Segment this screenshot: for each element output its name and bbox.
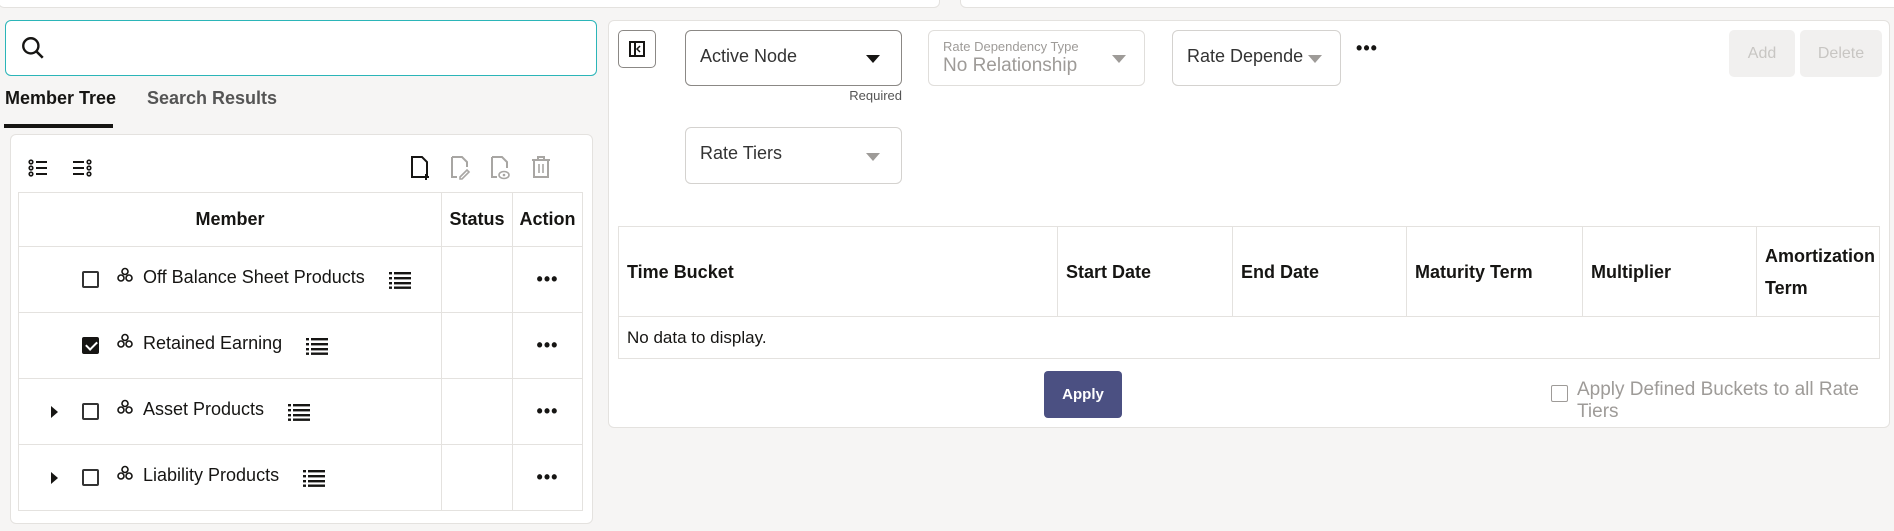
- tab-underline: [4, 124, 113, 128]
- chevron-down-icon: [1308, 55, 1322, 63]
- tree-row[interactable]: Off Balance Sheet Products •••: [18, 246, 583, 313]
- delete-icon: [532, 156, 550, 178]
- column-multiplier: Multiplier: [1582, 226, 1757, 317]
- rate-tiers-label: Rate Tiers: [700, 143, 783, 163]
- member-details-icon[interactable]: [288, 403, 310, 426]
- rate-dependency-type-value: No Relationship: [943, 55, 1078, 76]
- edit-document-icon: [451, 156, 471, 180]
- row-checkbox[interactable]: [82, 271, 99, 288]
- status-cell: [441, 246, 513, 313]
- active-node-label: Active Node: [700, 46, 798, 66]
- member-label: Retained Earning: [143, 333, 283, 353]
- member-cell: Retained Earning: [18, 312, 442, 379]
- chevron-down-icon: [866, 55, 880, 63]
- delete-button[interactable]: Delete: [1800, 30, 1882, 77]
- collapse-panel-button[interactable]: [618, 30, 656, 68]
- tab-search-results[interactable]: Search Results: [147, 88, 278, 108]
- expand-arrow-icon[interactable]: [51, 406, 58, 418]
- member-details-icon[interactable]: [389, 271, 411, 294]
- member-tree-table: Member Status Action Off Balance Sheet P…: [18, 192, 583, 511]
- view-document-icon: [491, 156, 510, 180]
- chevron-down-icon: [1112, 55, 1126, 63]
- column-member: Member: [18, 192, 442, 247]
- status-cell: [441, 312, 513, 379]
- rate-dependency-select[interactable]: Rate Depende: [1172, 30, 1341, 86]
- rate-panel: [608, 20, 1890, 428]
- tree-row[interactable]: Asset Products •••: [18, 378, 583, 445]
- search-input[interactable]: [5, 20, 597, 76]
- member-label: Liability Products: [143, 465, 280, 485]
- member-node-icon: [117, 333, 133, 354]
- rate-dependency-type-label: Rate Dependency Type: [943, 39, 1079, 54]
- row-actions-button[interactable]: •••: [512, 444, 583, 511]
- member-node-icon: [117, 465, 133, 486]
- member-cell: Liability Products: [18, 444, 442, 511]
- status-cell: [441, 378, 513, 445]
- rate-dependency-type-select: Rate Dependency Type No Relationship: [928, 30, 1145, 86]
- rate-dependency-label: Rate Depende: [1187, 46, 1304, 66]
- column-start-date: Start Date: [1057, 226, 1233, 317]
- column-maturity-term: Maturity Term: [1406, 226, 1583, 317]
- top-left-card: [0, 0, 940, 8]
- chevron-down-icon: [866, 153, 880, 161]
- row-actions-button[interactable]: •••: [512, 246, 583, 313]
- member-cell: Off Balance Sheet Products: [18, 246, 442, 313]
- add-document-icon[interactable]: [410, 155, 432, 181]
- member-label: Off Balance Sheet Products: [143, 267, 365, 287]
- member-details-icon[interactable]: [306, 337, 328, 360]
- column-end-date: End Date: [1232, 226, 1407, 317]
- status-cell: [441, 444, 513, 511]
- add-button[interactable]: Add: [1729, 30, 1795, 77]
- apply-all-label: Apply Defined Buckets to all Rate Tiers: [1577, 379, 1859, 422]
- time-bucket-table: Time Bucket Start Date End Date Maturity…: [618, 226, 1880, 359]
- apply-button[interactable]: Apply: [1044, 371, 1122, 418]
- more-options-button[interactable]: •••: [1356, 38, 1378, 58]
- row-checkbox[interactable]: [82, 403, 99, 420]
- column-time-bucket: Time Bucket: [618, 226, 1058, 317]
- active-node-helper: Required: [849, 88, 902, 103]
- search-icon: [22, 37, 44, 59]
- apply-all-checkbox[interactable]: [1551, 385, 1568, 403]
- member-cell: Asset Products: [18, 378, 442, 445]
- expand-arrow-icon[interactable]: [51, 472, 58, 484]
- rate-tiers-select[interactable]: Rate Tiers: [685, 127, 902, 184]
- member-details-icon[interactable]: [303, 469, 325, 492]
- tree-row[interactable]: Liability Products •••: [18, 444, 583, 511]
- collapse-all-icon[interactable]: [72, 158, 92, 178]
- empty-message: No data to display.: [618, 316, 1880, 359]
- row-checkbox[interactable]: [82, 469, 99, 486]
- member-label: Asset Products: [143, 399, 265, 419]
- member-node-icon: [117, 399, 133, 420]
- expand-all-icon[interactable]: [28, 158, 48, 178]
- tab-member-tree[interactable]: Member Tree: [5, 88, 117, 108]
- tree-row[interactable]: Retained Earning •••: [18, 312, 583, 379]
- row-checkbox[interactable]: [82, 337, 99, 354]
- column-action: Action: [512, 192, 583, 247]
- top-right-card: [960, 0, 1894, 8]
- active-node-select[interactable]: Active Node: [685, 30, 902, 86]
- column-amortization-term: Amortization Term: [1756, 226, 1880, 317]
- column-status: Status: [441, 192, 513, 247]
- row-actions-button[interactable]: •••: [512, 312, 583, 379]
- panel-collapse-icon: [629, 41, 645, 57]
- member-node-icon: [117, 267, 133, 288]
- row-actions-button[interactable]: •••: [512, 378, 583, 445]
